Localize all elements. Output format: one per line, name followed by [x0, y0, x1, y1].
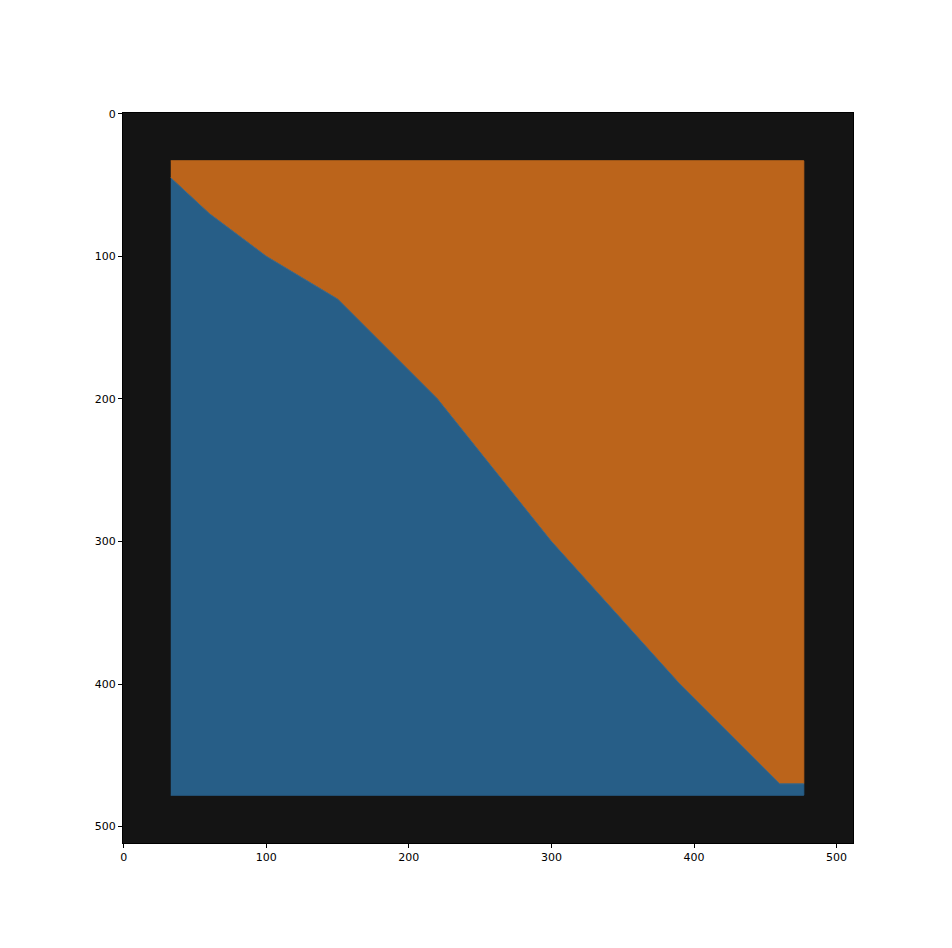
svg-text:400: 400: [95, 678, 116, 691]
svg-text:300: 300: [95, 535, 116, 548]
svg-text:500: 500: [95, 820, 116, 833]
svg-text:500: 500: [826, 851, 847, 864]
svg-text:200: 200: [398, 851, 419, 864]
svg-text:200: 200: [95, 393, 116, 406]
svg-text:300: 300: [541, 851, 562, 864]
svg-text:0: 0: [120, 851, 127, 864]
svg-text:400: 400: [684, 851, 705, 864]
svg-text:100: 100: [95, 250, 116, 263]
svg-text:0: 0: [109, 108, 116, 121]
svg-text:100: 100: [256, 851, 277, 864]
